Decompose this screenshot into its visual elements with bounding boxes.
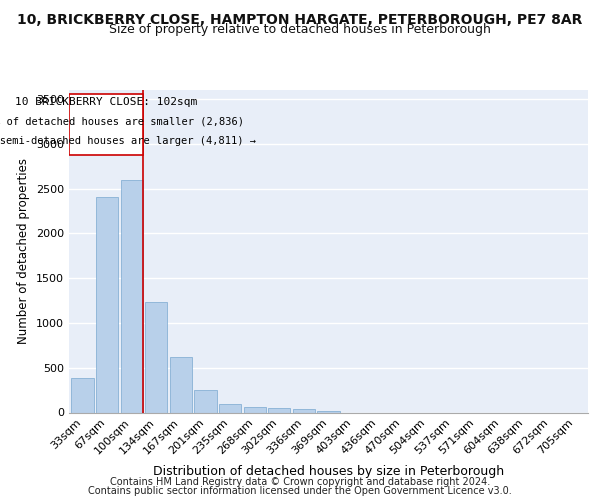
Text: Contains HM Land Registry data © Crown copyright and database right 2024.: Contains HM Land Registry data © Crown c… [110,477,490,487]
Y-axis label: Number of detached properties: Number of detached properties [17,158,31,344]
Text: 10 BRICKBERRY CLOSE: 102sqm: 10 BRICKBERRY CLOSE: 102sqm [15,98,197,108]
Text: ← 37% of detached houses are smaller (2,836): ← 37% of detached houses are smaller (2,… [0,117,244,127]
Bar [96,198,118,412]
Bar [219,404,241,412]
Bar [71,378,94,412]
X-axis label: Distribution of detached houses by size in Peterborough: Distribution of detached houses by size … [153,464,504,477]
Bar [121,180,143,412]
Bar [293,409,315,412]
Text: Size of property relative to detached houses in Peterborough: Size of property relative to detached ho… [109,24,491,36]
Bar [170,357,192,412]
Bar [194,390,217,412]
Bar [145,302,167,412]
Bar [317,410,340,412]
Bar [69,94,143,156]
Bar [268,408,290,412]
Text: 10, BRICKBERRY CLOSE, HAMPTON HARGATE, PETERBOROUGH, PE7 8AR: 10, BRICKBERRY CLOSE, HAMPTON HARGATE, P… [17,12,583,26]
Text: Contains public sector information licensed under the Open Government Licence v3: Contains public sector information licen… [88,486,512,496]
Text: 63% of semi-detached houses are larger (4,811) →: 63% of semi-detached houses are larger (… [0,136,256,146]
Bar [244,407,266,412]
